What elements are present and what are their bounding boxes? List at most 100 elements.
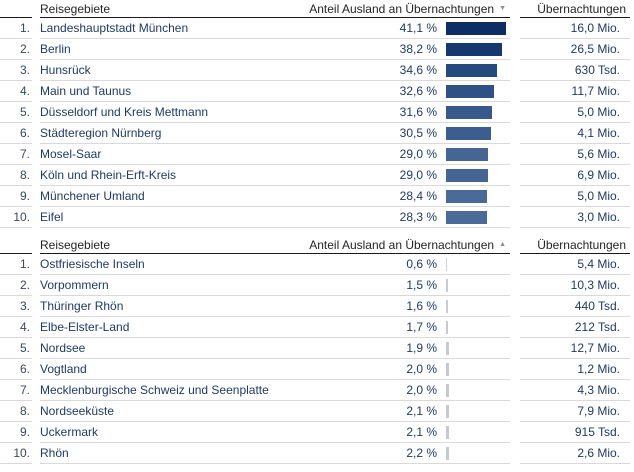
row-main-cell: Nordsee 1,9 % bbox=[40, 338, 510, 359]
nights-value: 630 Tsd. bbox=[520, 60, 630, 81]
data-bar-track bbox=[446, 443, 510, 463]
data-bar bbox=[446, 148, 489, 161]
column-gap bbox=[510, 165, 520, 186]
share-percent-value: 1,9 % bbox=[406, 341, 437, 355]
table-row[interactable]: 6. Vogtland 2,0 % 1,2 Mio. bbox=[0, 359, 630, 380]
row-rank: 3. bbox=[0, 60, 32, 81]
row-main-cell: Berlin 38,2 % bbox=[40, 39, 510, 60]
region-name: Ostfriesische Inseln bbox=[40, 257, 145, 271]
column-gap bbox=[32, 1, 40, 18]
data-bar-track bbox=[446, 401, 510, 421]
data-bar-track bbox=[446, 296, 510, 316]
sort-ascending-icon[interactable]: ▲ bbox=[499, 241, 506, 248]
table-row[interactable]: 8. Köln und Rhein-Erft-Kreis 29,0 % 6,9 Mio… bbox=[0, 165, 630, 186]
data-bar bbox=[446, 279, 449, 292]
region-name: Mosel-Saar bbox=[40, 147, 102, 161]
table-row[interactable]: 10. Eifel 28,3 % 3,0 Mio. bbox=[0, 207, 630, 228]
data-bar-track bbox=[446, 186, 510, 206]
column-gap bbox=[32, 254, 40, 275]
region-column-header[interactable]: Reisegebiete bbox=[40, 238, 111, 252]
data-bar bbox=[446, 405, 450, 418]
share-percent-value: 41,1 % bbox=[399, 21, 437, 35]
share-percent-value: 29,0 % bbox=[399, 147, 437, 161]
nights-value: 3,0 Mio. bbox=[520, 207, 630, 228]
column-gap bbox=[510, 102, 520, 123]
column-gap bbox=[510, 401, 520, 422]
row-rank: 6. bbox=[0, 359, 32, 380]
row-main-cell: Nordseeküste 2,1 % bbox=[40, 401, 510, 422]
row-main-cell: Uckermark 2,1 % bbox=[40, 422, 510, 443]
column-gap bbox=[510, 60, 520, 81]
table-row[interactable]: 2. Vorpommern 1,5 % 10,3 Mio. bbox=[0, 275, 630, 296]
row-rank: 10. bbox=[0, 443, 32, 464]
nights-value: 5,0 Mio. bbox=[520, 186, 630, 207]
table-row[interactable]: 3. Hunsrück 34,6 % 630 Tsd. bbox=[0, 60, 630, 81]
nights-value: 26,5 Mio. bbox=[520, 39, 630, 60]
column-gap bbox=[510, 254, 520, 275]
share-column-header[interactable]: Anteil Ausland an Übernachtungen ▲ bbox=[309, 237, 510, 253]
table-row[interactable]: 4. Main und Taunus 32,6 % 11,7 Mio. bbox=[0, 81, 630, 102]
region-column-header[interactable]: Reisegebiete bbox=[40, 2, 111, 16]
row-main-cell: Eifel 28,3 % bbox=[40, 207, 510, 228]
share-percent-value: 34,6 % bbox=[399, 63, 437, 77]
nights-value: 4,1 Mio. bbox=[520, 123, 630, 144]
column-gap bbox=[510, 338, 520, 359]
share-percent-value: 2,0 % bbox=[406, 383, 437, 397]
table-row[interactable]: 1. Ostfriesische Inseln 0,6 % 5,4 Mio. bbox=[0, 254, 630, 275]
sort-descending-icon[interactable]: ▼ bbox=[499, 5, 506, 12]
region-name: Berlin bbox=[40, 42, 71, 56]
table-row[interactable]: 5. Nordsee 1,9 % 12,7 Mio. bbox=[0, 338, 630, 359]
data-bar-track bbox=[446, 81, 510, 101]
row-main-cell: Düsseldorf und Kreis Mettmann 31,6 % bbox=[40, 102, 510, 123]
table-row[interactable]: 6. Städteregion Nürnberg 30,5 % 4,1 Mio. bbox=[0, 123, 630, 144]
table-row[interactable]: 5. Düsseldorf und Kreis Mettmann 31,6 % 5,0… bbox=[0, 102, 630, 123]
row-rank: 1. bbox=[0, 18, 32, 39]
row-rank: 5. bbox=[0, 338, 32, 359]
table-row[interactable]: 10. Rhön 2,2 % 2,6 Mio. bbox=[0, 443, 630, 464]
data-bar bbox=[446, 43, 502, 56]
table-row[interactable]: 1. Landeshauptstadt München 41,1 % 16,0 Mio… bbox=[0, 18, 630, 39]
data-bar bbox=[446, 426, 450, 439]
region-name: Nordsee bbox=[40, 341, 86, 355]
column-gap bbox=[32, 380, 40, 401]
table-row[interactable]: 9. Münchener Umland 28,4 % 5,0 Mio. bbox=[0, 186, 630, 207]
data-bar bbox=[446, 258, 447, 271]
nights-column-header[interactable]: Übernachtungen bbox=[520, 237, 630, 254]
column-gap bbox=[32, 338, 40, 359]
share-percent-value: 28,4 % bbox=[399, 189, 437, 203]
column-gap bbox=[32, 422, 40, 443]
data-bar bbox=[446, 190, 488, 203]
table-row[interactable]: 7. Mecklenburgische Schweiz und Seenplatt… bbox=[0, 380, 630, 401]
table-row[interactable]: 3. Thüringer Rhön 1,6 % 440 Tsd. bbox=[0, 296, 630, 317]
share-percent-value: 2,2 % bbox=[406, 446, 437, 460]
table-row[interactable]: 4. Elbe-Elster-Land 1,7 % 212 Tsd. bbox=[0, 317, 630, 338]
share-percent-value: 0,6 % bbox=[406, 257, 437, 271]
table-row[interactable]: 2. Berlin 38,2 % 26,5 Mio. bbox=[0, 39, 630, 60]
row-main-cell: Ostfriesische Inseln 0,6 % bbox=[40, 254, 510, 275]
share-percent-value: 2,1 % bbox=[406, 404, 437, 418]
data-bar bbox=[446, 85, 494, 98]
column-gap bbox=[510, 422, 520, 443]
share-percent-value: 29,0 % bbox=[399, 168, 437, 182]
row-main-cell: Münchener Umland 28,4 % bbox=[40, 186, 510, 207]
table-row[interactable]: 8. Nordseeküste 2,1 % 7,9 Mio. bbox=[0, 401, 630, 422]
share-column-header[interactable]: Anteil Ausland an Übernachtungen ▼ bbox=[309, 1, 510, 17]
nights-column-header[interactable]: Übernachtungen bbox=[520, 1, 630, 18]
column-gap bbox=[510, 81, 520, 102]
row-rank: 3. bbox=[0, 296, 32, 317]
nights-value: 6,9 Mio. bbox=[520, 165, 630, 186]
table-top-foreign-share: Reisegebiete Anteil Ausland an Übernacht… bbox=[0, 1, 630, 228]
region-name: Düsseldorf und Kreis Mettmann bbox=[40, 105, 209, 119]
nights-value: 7,9 Mio. bbox=[520, 401, 630, 422]
report-page: Reisegebiete Anteil Ausland an Übernacht… bbox=[0, 1, 630, 464]
column-gap bbox=[510, 296, 520, 317]
table-lowest-foreign-share: Reisegebiete Anteil Ausland an Übernacht… bbox=[0, 237, 630, 464]
region-name: Vorpommern bbox=[40, 278, 109, 292]
row-rank: 6. bbox=[0, 123, 32, 144]
data-bar-track bbox=[446, 254, 510, 274]
data-bar bbox=[446, 106, 493, 119]
column-gap bbox=[32, 102, 40, 123]
table-row[interactable]: 7. Mosel-Saar 29,0 % 5,6 Mio. bbox=[0, 144, 630, 165]
table-row[interactable]: 9. Uckermark 2,1 % 915 Tsd. bbox=[0, 422, 630, 443]
row-main-cell: Vorpommern 1,5 % bbox=[40, 275, 510, 296]
